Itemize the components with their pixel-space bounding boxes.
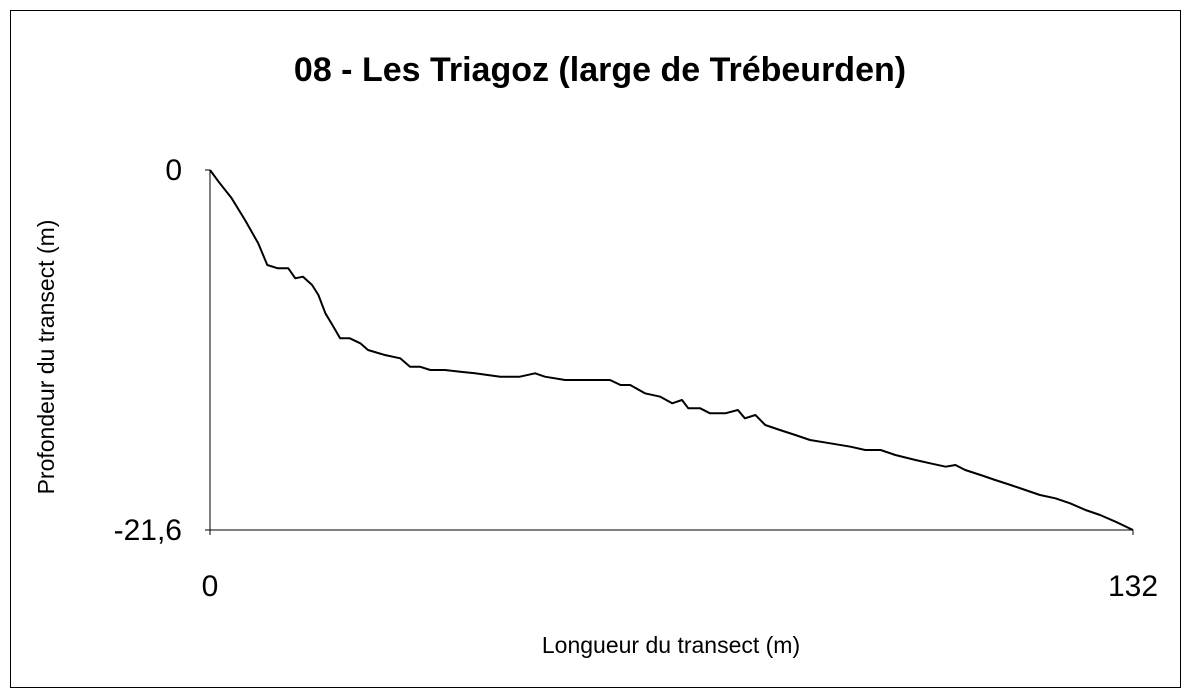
x-tick-label: 0 <box>202 570 219 603</box>
y-tick-label: -21,6 <box>114 514 182 547</box>
x-tick-label: 132 <box>1108 570 1158 603</box>
data-line <box>209 169 1134 531</box>
chart-frame <box>10 10 1181 688</box>
x-axis-label: Longueur du transect (m) <box>542 632 800 658</box>
y-tick-label: 0 <box>165 154 182 187</box>
y-axis-label: Profondeur du transect (m) <box>33 220 59 495</box>
chart-title: 08 - Les Triagoz (large de Trébeurden) <box>294 51 906 89</box>
